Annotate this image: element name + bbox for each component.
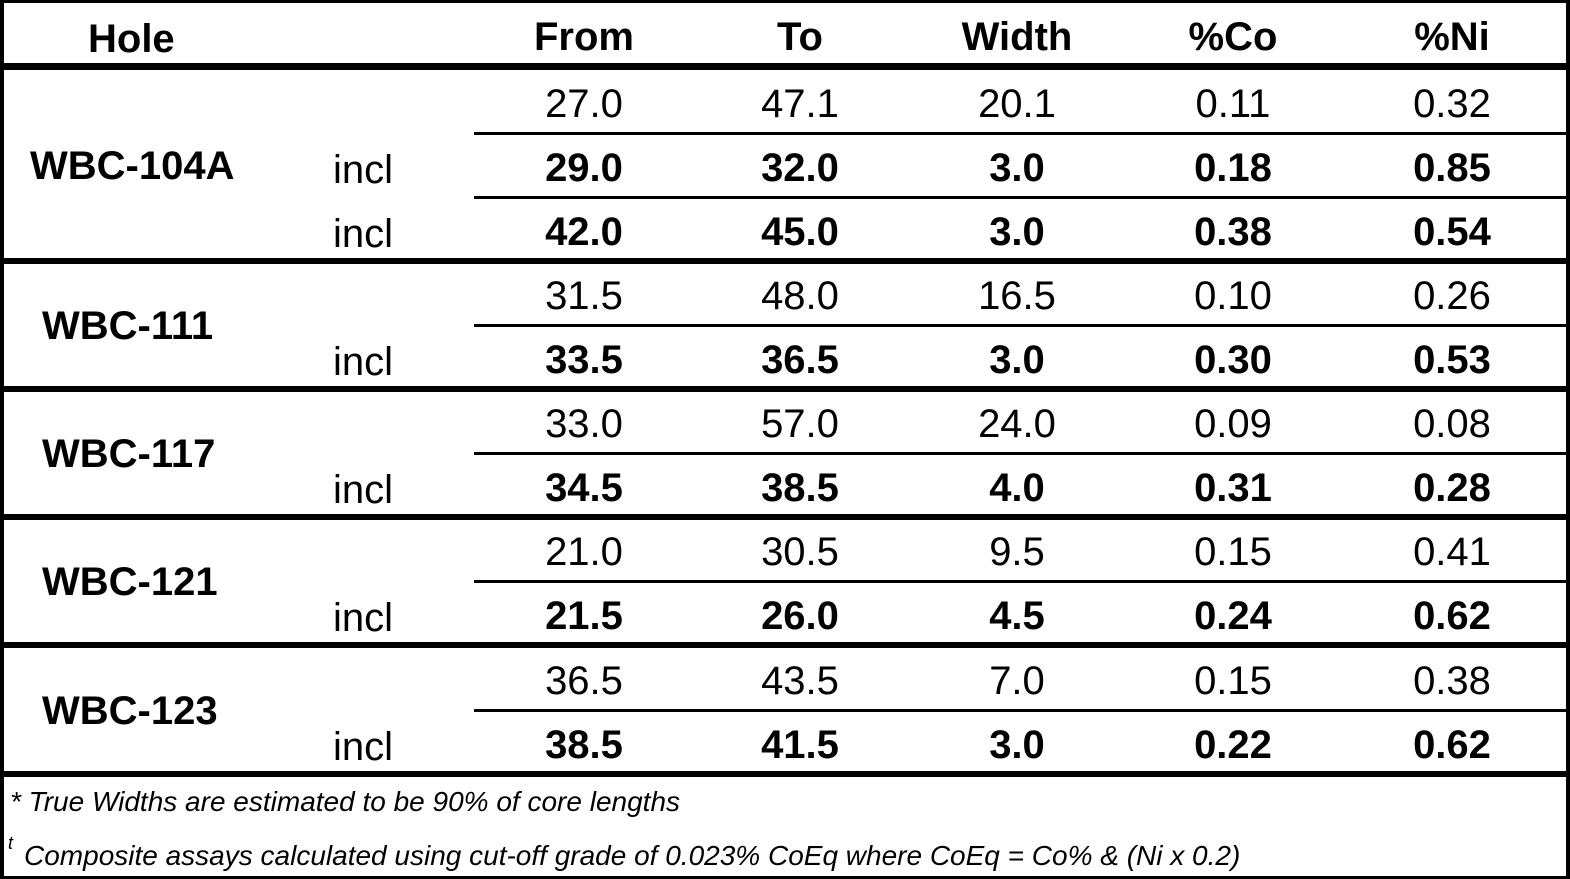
cell-co: 0.31 — [1194, 466, 1272, 510]
cell-to: 48.0 — [761, 274, 839, 318]
cell-to: 30.5 — [761, 530, 839, 574]
cell-co: 0.38 — [1194, 210, 1272, 254]
cell-ni: 0.08 — [1413, 402, 1491, 446]
header-hole: Hole — [88, 17, 175, 61]
cell-from: 36.5 — [545, 659, 623, 703]
cell-width: 3.0 — [989, 210, 1045, 254]
hole-label: WBC-121 — [42, 560, 218, 604]
group-divider — [0, 258, 1570, 264]
cell-co: 0.18 — [1194, 146, 1272, 190]
cell-width: 4.5 — [989, 594, 1045, 638]
cell-from: 29.0 — [545, 146, 623, 190]
cell-co: 0.30 — [1194, 338, 1272, 382]
cell-width: 4.0 — [989, 466, 1045, 510]
cell-co: 0.22 — [1194, 723, 1272, 767]
header-from: From — [534, 15, 634, 59]
cell-co: 0.24 — [1194, 594, 1272, 638]
cell-to: 36.5 — [761, 338, 839, 382]
incl-label: incl — [333, 596, 394, 640]
incl-label: incl — [333, 340, 394, 384]
cell-from: 34.5 — [545, 466, 623, 510]
row-divider — [474, 196, 1570, 199]
incl-label: incl — [333, 212, 394, 256]
row-divider — [474, 580, 1570, 583]
group-divider — [0, 771, 1570, 777]
cell-ni: 0.62 — [1413, 594, 1491, 638]
cell-ni: 0.38 — [1413, 659, 1491, 703]
group-divider — [0, 642, 1570, 648]
cell-ni: 0.85 — [1413, 146, 1491, 190]
cell-to: 32.0 — [761, 146, 839, 190]
footnote-marker: t — [8, 833, 14, 853]
cell-ni: 0.28 — [1413, 466, 1491, 510]
header-co: %Co — [1188, 15, 1278, 59]
cell-width: 3.0 — [989, 338, 1045, 382]
cell-width: 3.0 — [989, 723, 1045, 767]
incl-label: incl — [333, 468, 394, 512]
cell-to: 43.5 — [761, 659, 839, 703]
cell-width: 16.5 — [978, 274, 1056, 318]
cell-to: 45.0 — [761, 210, 839, 254]
header-divider — [0, 63, 1570, 70]
cell-ni: 0.26 — [1413, 274, 1491, 318]
cell-ni: 0.53 — [1413, 338, 1491, 382]
cell-ni: 0.54 — [1413, 210, 1491, 254]
cell-to: 41.5 — [761, 723, 839, 767]
cell-from: 27.0 — [545, 82, 623, 126]
row-divider — [474, 324, 1570, 327]
incl-label: incl — [333, 148, 394, 192]
cell-from: 21.5 — [545, 594, 623, 638]
row-divider — [474, 709, 1570, 712]
cell-width: 7.0 — [989, 659, 1045, 703]
cell-co: 0.10 — [1194, 274, 1272, 318]
incl-label: incl — [333, 725, 394, 769]
cell-ni: 0.62 — [1413, 723, 1491, 767]
hole-label: WBC-111 — [42, 304, 214, 348]
cell-width: 3.0 — [989, 146, 1045, 190]
cell-to: 57.0 — [761, 402, 839, 446]
header-ni: %Ni — [1414, 15, 1490, 59]
group-divider — [0, 386, 1570, 392]
cell-from: 31.5 — [545, 274, 623, 318]
cell-from: 33.0 — [545, 402, 623, 446]
cell-co: 0.09 — [1194, 402, 1272, 446]
cell-to: 47.1 — [761, 82, 839, 126]
cell-from: 21.0 — [545, 530, 623, 574]
header-width: Width — [961, 15, 1073, 59]
cell-co: 0.15 — [1194, 659, 1272, 703]
cell-ni: 0.32 — [1413, 82, 1491, 126]
cell-co: 0.11 — [1195, 82, 1271, 126]
hole-label: WBC-104A — [30, 144, 235, 188]
row-divider — [474, 452, 1570, 455]
cell-to: 38.5 — [761, 466, 839, 510]
group-divider — [0, 514, 1570, 520]
cell-from: 38.5 — [545, 723, 623, 767]
cell-width: 9.5 — [989, 530, 1045, 574]
cell-ni: 0.41 — [1413, 530, 1491, 574]
hole-label: WBC-117 — [42, 432, 216, 476]
cell-from: 33.5 — [545, 338, 623, 382]
cell-width: 24.0 — [978, 402, 1056, 446]
row-divider — [474, 132, 1570, 135]
footnote-composite-assays: Composite assays calculated using cut-of… — [24, 840, 1241, 871]
cell-from: 42.0 — [545, 210, 623, 254]
footnote-true-widths: * True Widths are estimated to be 90% of… — [10, 786, 681, 817]
cell-co: 0.15 — [1194, 530, 1272, 574]
header-to: To — [777, 15, 823, 59]
cell-width: 20.1 — [978, 82, 1056, 126]
cell-to: 26.0 — [761, 594, 839, 638]
hole-label: WBC-123 — [42, 689, 218, 733]
